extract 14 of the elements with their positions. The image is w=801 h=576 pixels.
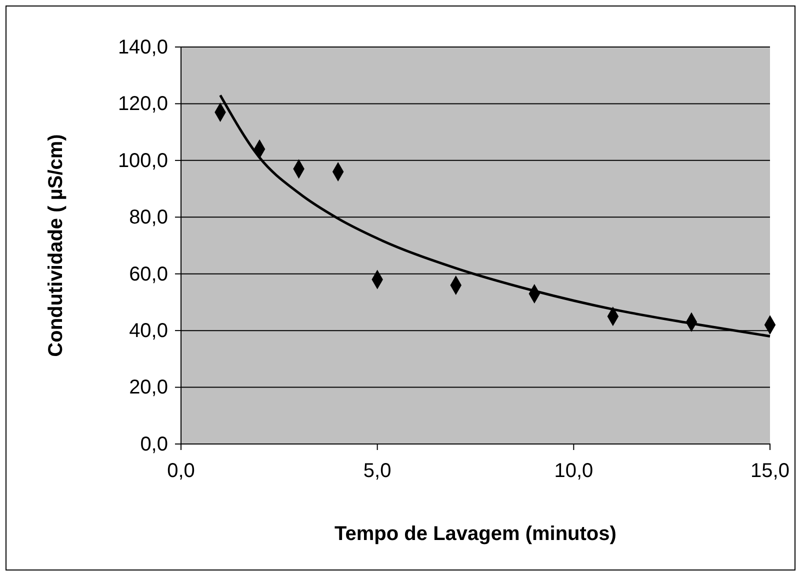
y-tick-label: 20,0 bbox=[129, 376, 168, 399]
y-tick-label: 100,0 bbox=[118, 150, 168, 172]
x-axis-title: Tempo de Lavagem (minutos) bbox=[334, 523, 616, 545]
x-tick-label: 0,0 bbox=[167, 460, 195, 482]
y-tick-label: 0,0 bbox=[140, 433, 168, 456]
y-tick-label: 80,0 bbox=[129, 206, 168, 229]
y-tick-label: 140,0 bbox=[118, 36, 168, 58]
y-tick-label: 120,0 bbox=[118, 93, 168, 116]
x-tick-label: 5,0 bbox=[363, 460, 392, 482]
y-axis-title: Condutividade ( µS/cm) bbox=[45, 134, 67, 357]
y-tick-label: 40,0 bbox=[129, 320, 168, 342]
x-tick-label: 10,0 bbox=[554, 460, 594, 482]
y-tick-label: 60,0 bbox=[129, 263, 168, 286]
x-tick-label: 15,0 bbox=[750, 460, 790, 482]
